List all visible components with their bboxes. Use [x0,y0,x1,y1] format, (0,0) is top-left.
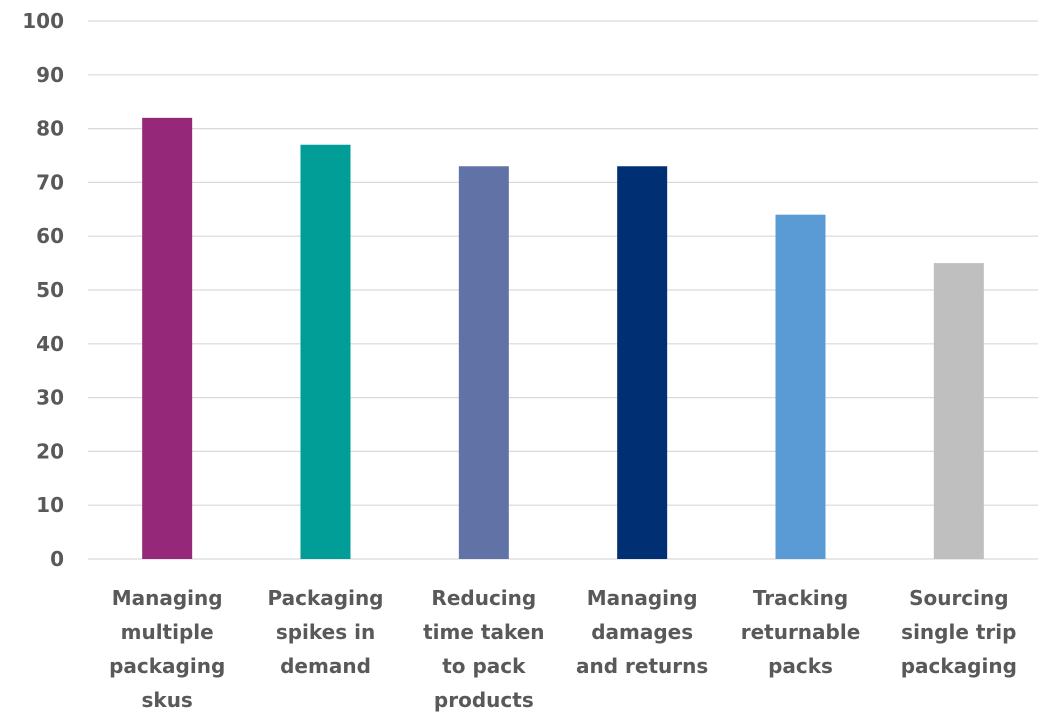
y-tick-label: 90 [36,63,64,87]
x-category-label-line: packaging [109,654,225,678]
x-category-label-line: time taken [423,620,544,644]
x-category-label-line: products [434,688,534,712]
x-category-label-line: single trip [901,620,1016,644]
x-category-label-line: Managing [587,586,698,610]
bar [300,144,351,560]
y-tick-label: 50 [36,278,64,302]
x-category-label: Packaging spikes in demand [268,586,384,678]
x-category-label-line: packaging [901,654,1017,678]
gridlines [88,20,1038,560]
y-tick-label: 10 [36,493,64,517]
x-category-label: Managing damages and returns [576,586,708,678]
x-axis-category-labels: Managing multiple packaging skus Packaging sp… [109,586,1017,712]
x-category-label-line: returnable [741,620,861,644]
y-tick-label: 70 [36,170,64,194]
y-tick-label: 100 [22,9,64,33]
y-tick-label: 60 [36,224,64,248]
x-category-label: Sourcing single trip packaging [901,586,1017,678]
y-tick-label: 20 [36,439,64,463]
bars [142,117,984,560]
x-category-label-line: demand [280,654,371,678]
x-category-label-line: and returns [576,654,708,678]
y-axis-tick-labels: 0 10 20 30 40 50 60 70 80 90 100 [22,9,64,571]
x-category-label-line: packs [768,654,833,678]
x-category-label-line: to pack [442,654,526,678]
bar [775,214,826,559]
x-category-label-line: Managing [112,586,223,610]
x-category-label: Reducing time taken to pack products [423,586,544,712]
x-category-label-line: Reducing [431,586,536,610]
bar [142,117,193,559]
x-category-label-line: Tracking [753,586,848,610]
bar [617,166,668,559]
x-category-label-line: Packaging [268,586,384,610]
x-category-label-line: Sourcing [909,586,1009,610]
bar [458,166,509,559]
x-category-label-line: multiple [121,620,214,644]
bar [933,263,984,559]
y-tick-label: 80 [36,117,64,141]
x-category-label-line: skus [141,688,192,712]
x-category-label-line: spikes in [276,620,375,644]
y-tick-label: 40 [36,332,64,356]
y-tick-label: 0 [50,547,64,571]
x-category-label-line: damages [591,620,693,644]
y-tick-label: 30 [36,386,64,410]
x-category-label: Tracking returnable packs [741,586,861,678]
x-category-label: Managing multiple packaging skus [109,586,225,712]
